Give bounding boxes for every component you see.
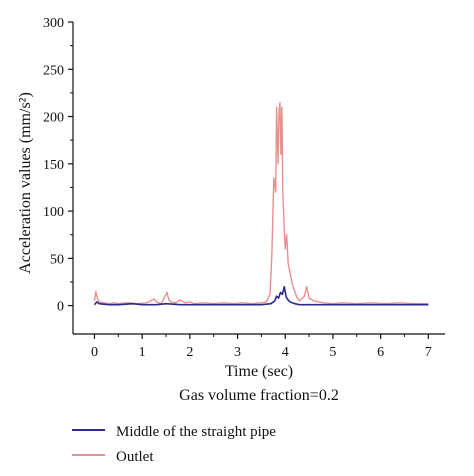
x-tick-label: 3 [234,345,241,360]
legend-label-middle: Middle of the straight pipe [116,424,276,440]
y-tick-label: 50 [50,252,64,267]
x-tick-label: 4 [282,345,289,360]
y-tick-label: 200 [43,111,64,126]
y-ticks: 0 50 100 150 200 250 300 [43,16,73,315]
series-line-middle [93,285,429,306]
x-ticks: 0 1 2 3 4 5 6 7 [91,334,432,360]
x-tick-label: 5 [329,345,336,360]
series-line-outlet [93,101,429,305]
chart-caption: Gas volume fraction=0.2 [179,387,339,404]
y-tick-label: 0 [57,300,64,315]
x-tick-label: 7 [425,345,432,360]
y-tick-label: 150 [43,158,64,173]
x-tick-label: 0 [91,345,98,360]
legend-label-outlet: Outlet [116,449,154,465]
legend: Middle of the straight pipe Outlet [72,424,276,465]
y-tick-label: 100 [43,205,64,220]
y-tick-label: 300 [43,16,64,31]
x-tick-label: 6 [377,345,384,360]
x-tick-label: 1 [139,345,146,360]
axes-layer [72,22,445,335]
x-axis-label: Time (sec) [225,363,293,380]
y-axis-label: Acceleration values (mm/s²) [17,92,34,274]
x-tick-label: 2 [186,345,193,360]
series-layer [93,101,429,306]
y-tick-label: 250 [43,63,64,78]
